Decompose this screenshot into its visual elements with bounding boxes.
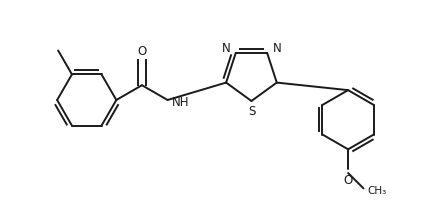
Text: S: S xyxy=(248,105,255,118)
Text: O: O xyxy=(343,173,353,186)
Text: N: N xyxy=(222,42,230,55)
Text: NH: NH xyxy=(171,96,189,109)
Text: O: O xyxy=(137,44,147,57)
Text: N: N xyxy=(272,42,281,55)
Text: CH₃: CH₃ xyxy=(368,185,387,195)
